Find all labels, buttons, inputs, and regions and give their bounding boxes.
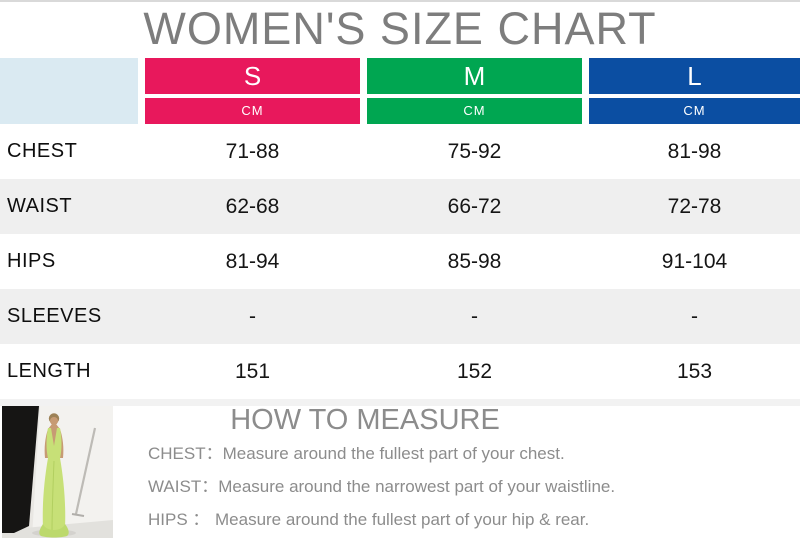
size-header-l: L	[589, 58, 800, 94]
hips-value-l: 91-104	[661, 250, 728, 273]
model-neck-shoulders	[48, 424, 60, 429]
unit-header-m: CM	[367, 98, 582, 124]
sleeves-value-s: -	[249, 305, 256, 328]
chest-value-m: 75-92	[447, 140, 502, 163]
row-label-waist: WAIST	[7, 195, 73, 217]
hips-value-m: 85-98	[447, 250, 502, 273]
chest-value-s: 71-88	[225, 140, 280, 163]
measure-label-chest: CHEST：	[148, 444, 223, 463]
unit-header-l: CM	[589, 98, 800, 124]
measure-heading: HOW TO MEASURE	[230, 404, 500, 436]
measure-text-hips: Measure around the fullest part of your …	[215, 510, 590, 529]
model-dress	[42, 428, 66, 535]
sleeves-value-l: -	[691, 305, 698, 328]
row-label-chest: CHEST	[7, 140, 78, 162]
length-value-m: 152	[456, 360, 493, 383]
black-panel	[2, 406, 39, 533]
length-value-l: 153	[676, 360, 713, 383]
row-label-length: LENGTH	[7, 360, 92, 382]
top-divider	[0, 0, 800, 2]
model-face	[50, 417, 58, 425]
measure-text-chest: Measure around the fullest part of your …	[222, 444, 565, 463]
measure-label-waist: WAIST：	[148, 477, 219, 496]
sleeves-value-m: -	[471, 305, 478, 328]
chest-value-l: 81-98	[667, 140, 722, 163]
measure-text-waist: Measure around the narrowest part of you…	[218, 477, 616, 496]
light-stand-foot	[71, 513, 85, 517]
table-corner-cell	[0, 58, 138, 124]
light-stand-pole	[74, 427, 97, 515]
length-value-s: 151	[234, 360, 271, 383]
page-title: WOMEN'S SIZE CHART	[143, 3, 657, 54]
waist-value-s: 62-68	[225, 195, 280, 218]
section-divider	[0, 399, 800, 406]
measure-line-hips: HIPS ： Measure around the fullest part of…	[148, 509, 768, 531]
waist-value-l: 72-78	[667, 195, 722, 218]
dress-train	[39, 524, 69, 538]
table-row-length: LENGTH 151 152 153	[0, 344, 800, 399]
measure-line-chest: CHEST：Measure around the fullest part of…	[148, 443, 768, 465]
table-row-waist: WAIST 62-68 66-72 72-78	[0, 179, 800, 234]
size-header-m: M	[367, 58, 582, 94]
table-row-chest: CHEST 71-88 75-92 81-98	[0, 124, 800, 179]
waist-value-m: 66-72	[447, 195, 502, 218]
unit-header-s: CM	[145, 98, 360, 124]
model-chest-skin	[50, 428, 58, 448]
measure-label-hips: HIPS ：	[148, 510, 210, 529]
measure-line-waist: WAIST：Measure around the narrowest part …	[148, 476, 768, 498]
row-label-sleeves: SLEEVES	[7, 305, 102, 327]
dress-fold	[51, 460, 55, 533]
model-photo	[2, 406, 113, 538]
table-row-hips: HIPS 81-94 85-98 91-104	[0, 234, 800, 289]
table-row-sleeves: SLEEVES - - -	[0, 289, 800, 344]
size-header-s: S	[145, 58, 360, 94]
row-label-hips: HIPS	[7, 250, 56, 272]
hips-value-s: 81-94	[225, 250, 280, 273]
